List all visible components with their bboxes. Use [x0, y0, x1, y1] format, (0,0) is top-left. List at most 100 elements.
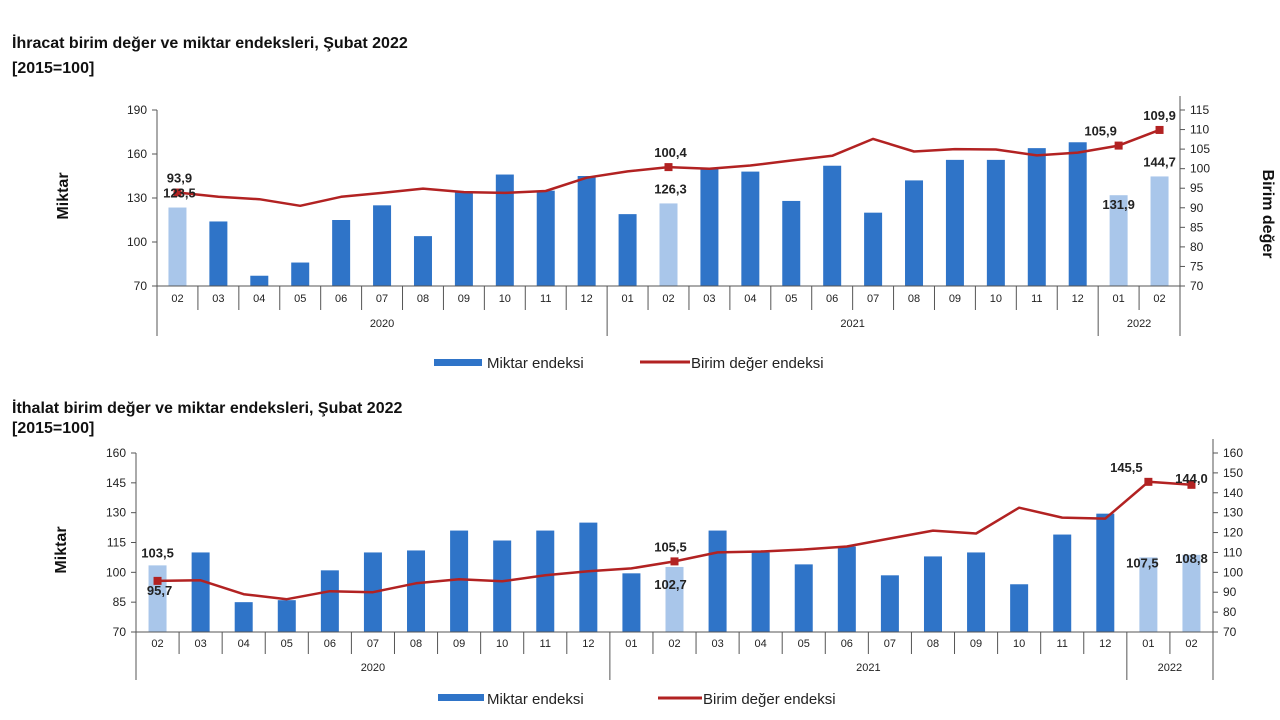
- data-label: 102,7: [654, 577, 687, 592]
- legend-swatch-bar: [434, 359, 482, 366]
- x-tick-label: 05: [785, 293, 797, 305]
- bar: [751, 552, 770, 632]
- x-tick-label: 10: [990, 293, 1002, 305]
- line-point: [1187, 480, 1196, 489]
- import-chart: İthalat birim değer ve miktar endeksleri…: [12, 399, 1243, 708]
- x-tick-label: 10: [499, 293, 511, 305]
- data-label: 126,3: [654, 181, 687, 196]
- x-tick-label: 08: [410, 638, 422, 650]
- y2-tick-label: 150: [1223, 466, 1243, 480]
- line-point: [664, 163, 673, 172]
- export-chart: İhracat birim değer ve miktar endeksleri…: [12, 34, 1276, 372]
- bar: [823, 165, 842, 286]
- x-tick-label: 02: [668, 638, 680, 650]
- y-tick-label: 130: [106, 506, 126, 520]
- bar: [708, 530, 727, 632]
- data-label: 144,7: [1143, 154, 1176, 169]
- export-chart-title: İhracat birim değer ve miktar endeksleri…: [12, 34, 408, 52]
- bar: [191, 552, 210, 632]
- y2-tick-label: 85: [1190, 220, 1204, 234]
- data-label: 109,9: [1143, 108, 1176, 123]
- x-tick-label: 09: [458, 293, 470, 305]
- y2-tick-label: 110: [1223, 545, 1242, 559]
- y-tick-label: 85: [113, 595, 127, 609]
- x-tick-label: 02: [171, 293, 183, 305]
- x-tick-label: 08: [927, 638, 939, 650]
- year-label: 2020: [361, 662, 385, 674]
- x-tick-label: 05: [281, 638, 293, 650]
- bar: [577, 176, 596, 286]
- x-tick-label: 07: [884, 638, 896, 650]
- data-label: 105,9: [1084, 124, 1117, 139]
- y-tick-label: 160: [127, 147, 147, 161]
- x-tick-label: 02: [662, 293, 674, 305]
- legend-label-line: Birim değer endeksi: [703, 691, 836, 708]
- line-point: [1144, 477, 1153, 486]
- line-point: [173, 188, 182, 197]
- legend-label-line: Birim değer endeksi: [691, 355, 824, 372]
- bar: [234, 602, 253, 632]
- x-tick-label: 06: [841, 638, 853, 650]
- x-tick-label: 03: [212, 293, 224, 305]
- y2-tick-label: 70: [1223, 625, 1237, 639]
- bar: [945, 159, 964, 286]
- bar: [700, 168, 719, 286]
- x-tick-label: 12: [582, 638, 594, 650]
- x-tick-label: 02: [151, 638, 163, 650]
- data-label: 103,5: [141, 545, 174, 560]
- x-tick-label: 07: [367, 638, 379, 650]
- y2-tick-label: 80: [1190, 240, 1204, 254]
- x-tick-label: 10: [496, 638, 508, 650]
- x-tick-label: 07: [867, 293, 879, 305]
- line-point: [153, 576, 162, 585]
- x-tick-label: 06: [826, 293, 838, 305]
- bar: [1010, 584, 1029, 632]
- bar: [1096, 513, 1115, 632]
- bar: [905, 180, 924, 286]
- import-chart-title: İthalat birim değer ve miktar endeksleri…: [12, 399, 402, 417]
- y2-tick-label: 100: [1190, 162, 1210, 176]
- data-label: 105,5: [654, 539, 687, 554]
- bar: [782, 200, 801, 286]
- y2-tick-label: 160: [1223, 446, 1243, 460]
- x-tick-label: 08: [908, 293, 920, 305]
- x-tick-label: 04: [253, 293, 265, 305]
- y2-tick-label: 90: [1223, 585, 1237, 599]
- x-tick-label: 09: [970, 638, 982, 650]
- data-label: 108,8: [1175, 551, 1208, 566]
- year-label: 2021: [840, 318, 864, 330]
- bar: [495, 174, 514, 286]
- y2-tick-label: 80: [1223, 605, 1237, 619]
- data-label: 93,9: [167, 171, 192, 186]
- y-tick-label: 115: [107, 536, 126, 550]
- y2-tick-label: 110: [1190, 123, 1209, 137]
- bar: [536, 530, 555, 632]
- y2-tick-label: 105: [1190, 142, 1210, 156]
- bar: [373, 205, 392, 286]
- bar: [320, 570, 339, 632]
- data-label: 100,4: [654, 145, 687, 160]
- bar: [250, 275, 269, 286]
- x-tick-label: 04: [744, 293, 756, 305]
- y-tick-label: 160: [106, 446, 126, 460]
- x-tick-label: 01: [625, 638, 637, 650]
- bar: [1182, 554, 1201, 632]
- x-tick-label: 02: [1185, 638, 1197, 650]
- x-tick-label: 02: [1153, 293, 1165, 305]
- x-tick-label: 11: [1031, 293, 1042, 305]
- x-tick-label: 03: [711, 638, 723, 650]
- year-label: 2022: [1127, 318, 1151, 330]
- x-tick-label: 07: [376, 293, 388, 305]
- bar: [659, 203, 678, 286]
- bar: [794, 564, 813, 632]
- bar: [837, 546, 856, 632]
- data-label: 107,5: [1126, 555, 1159, 570]
- y2-tick-label: 100: [1223, 565, 1243, 579]
- line-point: [1114, 141, 1123, 150]
- year-label: 2020: [370, 318, 394, 330]
- y2-tick-label: 115: [1190, 103, 1209, 117]
- import-y-axis-label: Miktar: [53, 526, 70, 573]
- bar: [277, 600, 296, 632]
- legend-label-bar: Miktar endeksi: [487, 355, 584, 372]
